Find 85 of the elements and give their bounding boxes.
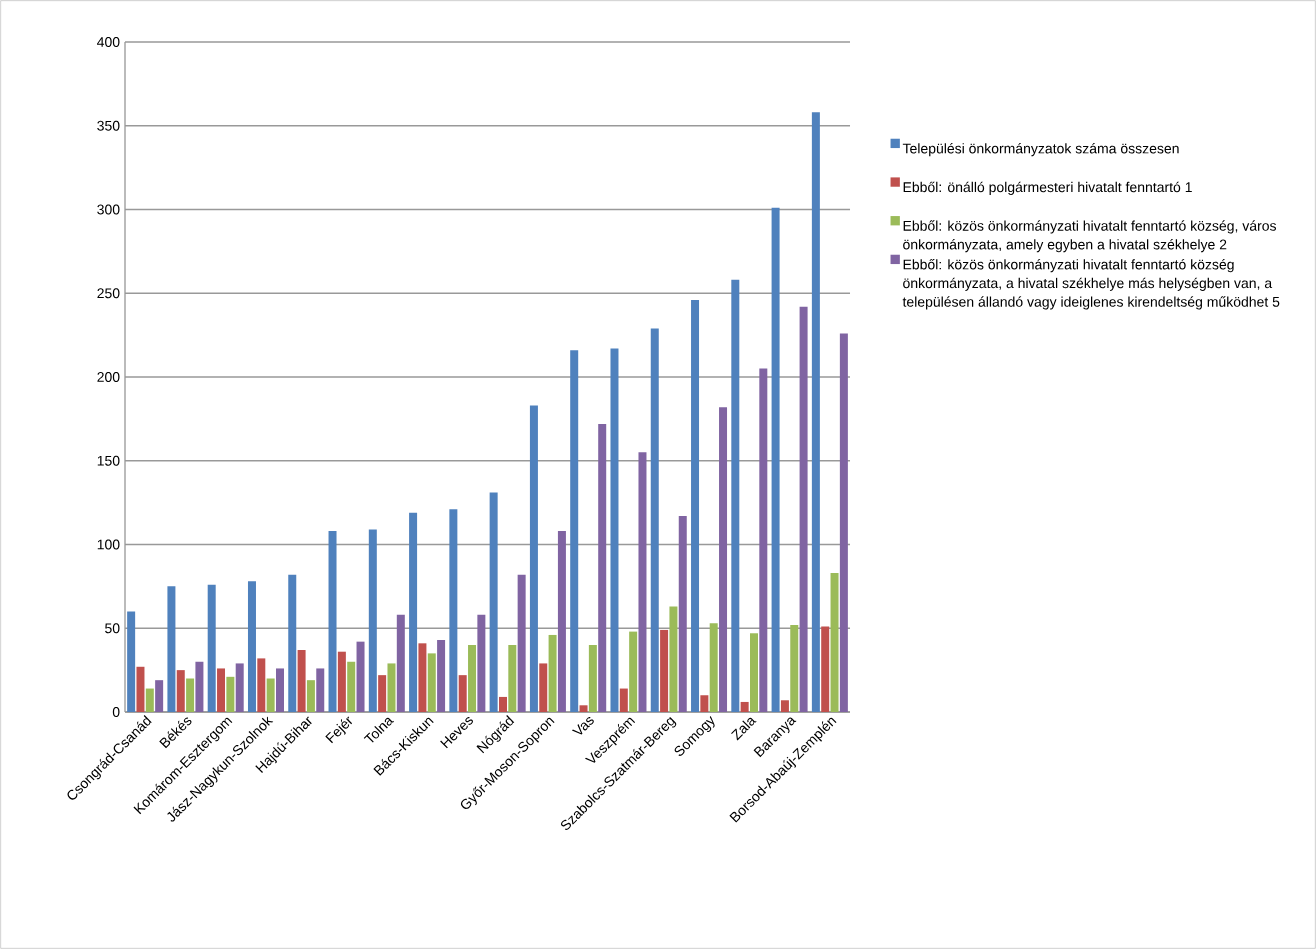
bar <box>740 701 749 712</box>
bar <box>830 572 839 712</box>
bar <box>821 626 830 712</box>
bar <box>629 631 638 712</box>
bar <box>799 306 808 712</box>
bar <box>579 705 588 712</box>
bar <box>678 516 687 712</box>
bar <box>247 581 256 712</box>
legend-label: Ebből: közös önkormányzati hivatalt fenntartó község, város önkormányzata, amely egyben a hivatal székhelye 2 <box>903 220 1277 253</box>
bar <box>790 624 799 712</box>
bar <box>328 531 337 712</box>
y-tick-label: 150 <box>97 455 120 466</box>
bar <box>368 529 377 712</box>
bar <box>167 586 176 712</box>
bar <box>539 663 548 712</box>
legend-label: Települési önkormányzatok száma összesen <box>902 143 1179 157</box>
bar <box>749 633 758 712</box>
bar <box>598 423 607 712</box>
y-tick-label: 250 <box>97 288 120 299</box>
bar <box>839 333 848 712</box>
bar <box>709 623 718 712</box>
bar <box>489 492 498 712</box>
bar <box>759 368 768 712</box>
bar <box>570 350 579 712</box>
bar <box>437 639 446 712</box>
bar <box>235 663 244 712</box>
bar <box>347 661 356 712</box>
y-tick-label: 400 <box>97 37 120 47</box>
y-tick-label: 50 <box>105 623 120 634</box>
bar <box>275 668 284 712</box>
bar <box>508 645 517 712</box>
bar <box>529 405 538 712</box>
bar <box>691 299 700 712</box>
bar <box>468 645 477 712</box>
bar <box>257 658 266 712</box>
y-tick-label: 0 <box>112 707 120 717</box>
bar <box>306 680 315 712</box>
y-tick-label: 350 <box>97 120 120 131</box>
bar <box>700 695 709 712</box>
bar <box>719 407 728 712</box>
bar <box>266 678 275 712</box>
bar <box>356 641 365 712</box>
bar <box>217 668 226 712</box>
bar <box>316 668 325 712</box>
bar <box>226 676 235 712</box>
bar <box>418 643 427 712</box>
legend-label: Ebből: közös önkormányzati hivatalt fenntartó község önkormányzata, a hivatal székhelye más helységben van, a településen állandó vagy ideiglenes kirendeltség működhet 5 <box>902 259 1280 310</box>
bar <box>449 509 458 712</box>
bar <box>207 584 216 712</box>
bar <box>548 634 557 712</box>
bar <box>650 328 659 712</box>
bar <box>660 629 669 712</box>
bar <box>557 531 566 712</box>
bar <box>588 645 597 712</box>
bar <box>186 678 195 712</box>
bar <box>409 512 418 712</box>
bar <box>136 666 145 712</box>
y-tick-label: 300 <box>97 204 120 215</box>
bar <box>619 688 628 712</box>
y-tick-label: 200 <box>97 372 120 382</box>
legend-label: Ebből: önálló polgármesteri hivatalt fenntartó 1 <box>903 181 1192 195</box>
bar <box>731 279 740 712</box>
bar <box>780 700 789 712</box>
bar <box>771 207 780 712</box>
bar <box>127 611 136 712</box>
bar <box>145 688 154 712</box>
bar <box>811 112 820 712</box>
bar <box>337 651 346 712</box>
bar <box>498 696 507 712</box>
bar <box>387 663 396 712</box>
bar <box>195 661 204 712</box>
bar <box>638 452 647 712</box>
bar <box>477 614 486 712</box>
bar <box>288 574 297 712</box>
bar <box>378 675 387 712</box>
bar <box>427 653 436 712</box>
bar <box>458 675 467 712</box>
bar <box>396 614 405 712</box>
y-tick-label: 100 <box>97 539 120 550</box>
bar <box>155 680 164 712</box>
bar <box>669 606 678 712</box>
bar <box>517 574 526 712</box>
bar <box>297 650 306 712</box>
bar <box>176 670 185 712</box>
bar <box>610 348 619 712</box>
